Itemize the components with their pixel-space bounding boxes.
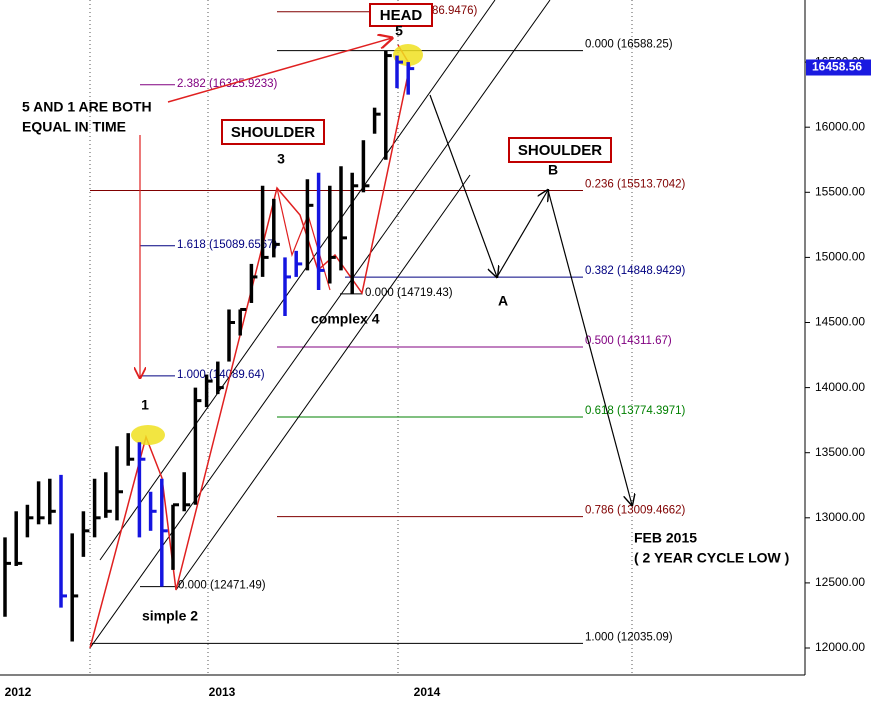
fib-label: 1.618 (15089.6567) [177, 239, 278, 251]
fib-label: 0.500 (14311.67) [585, 335, 672, 347]
projection [429, 94, 497, 277]
projection [496, 190, 548, 278]
fib-label: 1.000 (14089.64) [177, 369, 265, 381]
price-tag-label: 16458.56 [812, 60, 862, 74]
y-tick-label: 16000.00 [815, 119, 865, 133]
bars [3, 50, 415, 642]
channel [89, 0, 551, 649]
vertical-grid [89, 0, 633, 675]
wave-label: 3 [277, 151, 285, 167]
plot: 0.000 (16588.25) 0.236 (15513.7042) 0.382 … [90, 5, 686, 644]
fib-label: 0.000 (16588.25) [585, 39, 673, 51]
projection [547, 189, 632, 505]
note: EQUAL IN TIME [22, 119, 126, 135]
y-tick-label: 14500.00 [815, 315, 865, 329]
fib-label: 0.236 (15513.7042) [585, 179, 686, 191]
y-tick-label: 13000.00 [815, 510, 865, 524]
head-label: HEAD [380, 7, 423, 24]
shoulder-label: SHOULDER [231, 124, 315, 141]
wave-label: complex 4 [311, 311, 380, 327]
y-tick-label: 17000.00 [815, 0, 865, 3]
label-box [221, 119, 325, 145]
highlight [131, 425, 165, 445]
target-label: FEB 2015 [634, 530, 697, 546]
fib-label: 0.000 (12471.49) [178, 580, 266, 592]
y-tick-label: 15000.00 [815, 250, 865, 264]
y-tick-label: 15500.00 [815, 184, 865, 198]
wave-label: 5 [395, 23, 403, 39]
wave-count [89, 44, 411, 649]
fib-label: 1.000 (12035.09) [585, 631, 673, 643]
shoulder-label: SHOULDER [518, 142, 602, 159]
y-tick-label: 13500.00 [815, 445, 865, 459]
target-label: ( 2 YEAR CYCLE LOW ) [634, 550, 789, 566]
highlight [393, 44, 423, 66]
price-tag [806, 59, 871, 76]
x-tick-label: 2012 [5, 685, 32, 699]
y-tick-label: 14000.00 [815, 380, 865, 394]
fib-label: 0.000 (14719.43) [365, 287, 453, 299]
point-label: A [498, 293, 508, 309]
y-tick-label: 12500.00 [815, 575, 865, 589]
fib-label: 2.382 (16325.9233) [177, 78, 278, 90]
y-tick-label: 12000.00 [815, 640, 865, 654]
fib-label: 0.618 (13774.3971) [585, 405, 686, 417]
x-tick-label: 2014 [414, 685, 441, 699]
arrow [167, 38, 392, 103]
label-box [508, 137, 612, 163]
note: 5 AND 1 ARE BOTH [22, 99, 152, 115]
x-tick-label: 2013 [209, 685, 236, 699]
wave-label: 1 [141, 397, 149, 413]
fib-label: 0.786 (13009.4662) [585, 505, 686, 517]
label-box [369, 3, 433, 27]
wave-label: simple 2 [142, 608, 198, 624]
point-label: B [548, 162, 558, 178]
fib-label: 0.382 (14848.9429) [585, 265, 686, 277]
